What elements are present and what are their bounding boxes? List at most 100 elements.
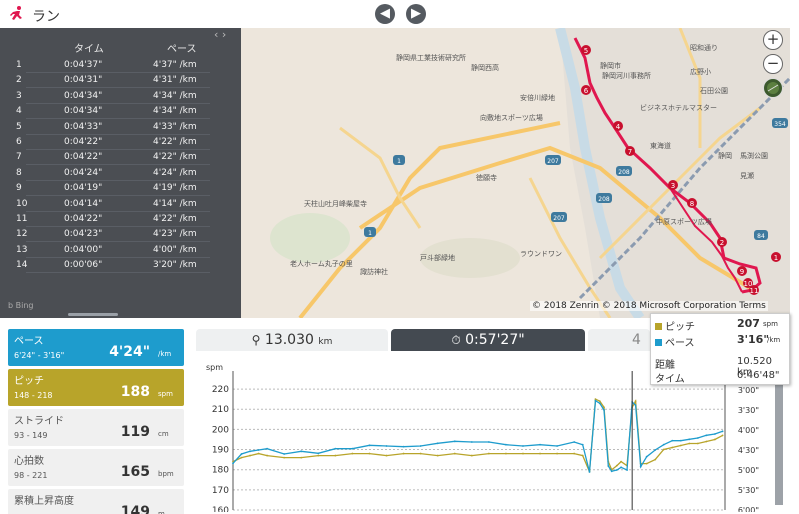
pitch-point: [257, 452, 260, 455]
y-right-tick-label: 3'30": [738, 406, 759, 415]
route-marker: 8: [690, 200, 694, 208]
pace-point: [351, 447, 354, 450]
arrow-right-icon: ▶: [411, 6, 421, 21]
map-label: 静岡西高: [471, 63, 499, 72]
row-divider: [26, 272, 210, 274]
pitch-point: [634, 400, 637, 403]
metric-range: 98 - 221: [14, 471, 48, 480]
pace-point: [436, 442, 439, 445]
tab-time[interactable]: ⏱ 0:57'27": [391, 329, 585, 351]
pace-point: [368, 444, 371, 447]
pitch-point: [470, 454, 473, 457]
lap-row[interactable]: 14 0:00'06" 3'20" /km: [0, 260, 241, 275]
tab-distance[interactable]: ⚲ 13.030 km: [196, 329, 388, 351]
pace-point: [556, 445, 559, 447]
row-divider: [26, 118, 210, 120]
metric-label: ペース: [14, 336, 44, 347]
pace-pitch-chart[interactable]: 220 210 200 190 180 170 160 3'00" 3'30" 4'00" 4'30…: [195, 357, 781, 512]
pace-point: [607, 465, 610, 467]
zoom-out-button[interactable]: −: [763, 54, 783, 74]
metric-value: 119: [120, 424, 150, 440]
lap-row[interactable]: 1 0:04'37" 4'37" /km: [0, 60, 241, 75]
location-pin-icon: ⚲: [251, 333, 261, 347]
previous-button[interactable]: ◀: [375, 4, 395, 24]
metric-card[interactable]: ペース 6'24" - 3'16" 4'24" /km: [8, 329, 184, 366]
lap-row[interactable]: 12 0:04'23" 4'23" /km: [0, 229, 241, 244]
y-left-tick-label: 210: [212, 405, 229, 415]
pitch-point: [317, 454, 320, 457]
pace-point: [249, 450, 251, 453]
lap-row[interactable]: 6 0:04'22" 4'22" /km: [0, 137, 241, 152]
metric-range: 6'24" - 3'16": [14, 351, 65, 360]
pitch-point: [249, 454, 251, 457]
tooltip-pace-value: 3'16": [737, 333, 770, 346]
lap-row[interactable]: 2 0:04'31" 4'31" /km: [0, 75, 241, 90]
lap-row[interactable]: 3 0:04'34" 4'34" /km: [0, 91, 241, 106]
lap-table-header: タイム ペース: [0, 40, 241, 55]
tooltip-distance-value: 10.520 km: [737, 356, 772, 378]
bing-logo: b Bing: [8, 301, 34, 310]
metric-card[interactable]: ピッチ 148 - 218 188 spm: [8, 369, 184, 406]
map-label: 広野小: [690, 67, 711, 76]
lap-time: 0:04'24": [64, 167, 103, 178]
lap-time: 0:04'22": [64, 214, 103, 224]
lap-row[interactable]: 4 0:04'34" 4'34" /km: [0, 106, 241, 121]
lap-time: 0:04'34": [64, 106, 103, 117]
lap-row[interactable]: 7 0:04'22" 4'22" /km: [0, 152, 241, 167]
lap-pace-header: ペース: [167, 44, 197, 55]
pace-point: [266, 447, 269, 450]
lap-row[interactable]: 10 0:04'14" 4'14" /km: [0, 199, 241, 214]
pitch-point: [679, 444, 682, 447]
chart-scroll-thumb[interactable]: [775, 375, 783, 505]
route-marker: 5: [584, 47, 588, 55]
minus-icon: −: [766, 54, 780, 72]
pitch-point: [662, 448, 665, 451]
row-divider: [26, 179, 210, 181]
metric-label: ピッチ: [14, 376, 44, 387]
map-copyright: © 2018 Zenrin © 2018 Microsoft Corporati…: [530, 301, 768, 311]
lap-row[interactable]: 13 0:04'00" 4'00" /km: [0, 245, 241, 260]
metric-card[interactable]: ストライド 93 - 149 119 cm: [8, 409, 184, 446]
lap-row[interactable]: 5 0:04'33" 4'33" /km: [0, 122, 241, 137]
road-badge: 207: [553, 215, 565, 222]
tab-third[interactable]: 4: [588, 329, 650, 351]
lap-scrollbar[interactable]: [68, 313, 118, 316]
y-left-tick-label: 170: [212, 486, 229, 496]
panel-collapse-icon[interactable]: ‹ ›: [214, 28, 227, 41]
y-right-tick-label: 4'00": [738, 426, 759, 435]
pitch-point: [505, 452, 507, 455]
pace-point: [487, 441, 490, 443]
lap-row[interactable]: 8 0:04'24" 4'24" /km: [0, 168, 241, 183]
pace-point: [594, 399, 597, 402]
metric-card[interactable]: 心拍数 98 - 221 165 bpm: [8, 449, 184, 486]
pace-point: [696, 437, 699, 439]
chart-scrollbar[interactable]: [775, 375, 783, 505]
lap-row[interactable]: 11 0:04'22" 4'22" /km: [0, 214, 241, 229]
pitch-point: [556, 452, 559, 455]
metric-card[interactable]: 累積上昇高度 149 m: [8, 489, 184, 514]
next-button[interactable]: ▶: [406, 4, 426, 24]
y-left-tick-label: 200: [212, 425, 229, 435]
pitch-point: [671, 446, 674, 449]
tooltip-time-value: 0:46'48": [737, 370, 780, 381]
map-layer-button[interactable]: [763, 78, 783, 98]
tooltip-pitch-unit: spm: [763, 320, 778, 328]
pitch-point: [522, 452, 524, 455]
pace-point: [402, 445, 405, 448]
map-label: 東海道: [650, 141, 671, 150]
road-badge: 84: [757, 233, 765, 240]
lap-row[interactable]: 9 0:04'19" 4'19" /km: [0, 183, 241, 198]
lap-pace: 4'34" /km: [153, 106, 197, 117]
row-divider: [26, 149, 210, 150]
row-divider: [26, 226, 210, 227]
pitch-point: [368, 452, 371, 455]
lap-number: 2: [16, 75, 22, 86]
pace-point: [679, 439, 682, 442]
y-right-tick-label: 3'00": [738, 386, 759, 395]
metric-value: 4'24": [109, 344, 150, 360]
metric-label: ストライド: [14, 416, 64, 427]
lap-number: 4: [16, 106, 22, 117]
zoom-in-button[interactable]: +: [763, 30, 783, 50]
map-label: 静岡市: [600, 61, 621, 70]
pitch-point: [654, 458, 657, 461]
